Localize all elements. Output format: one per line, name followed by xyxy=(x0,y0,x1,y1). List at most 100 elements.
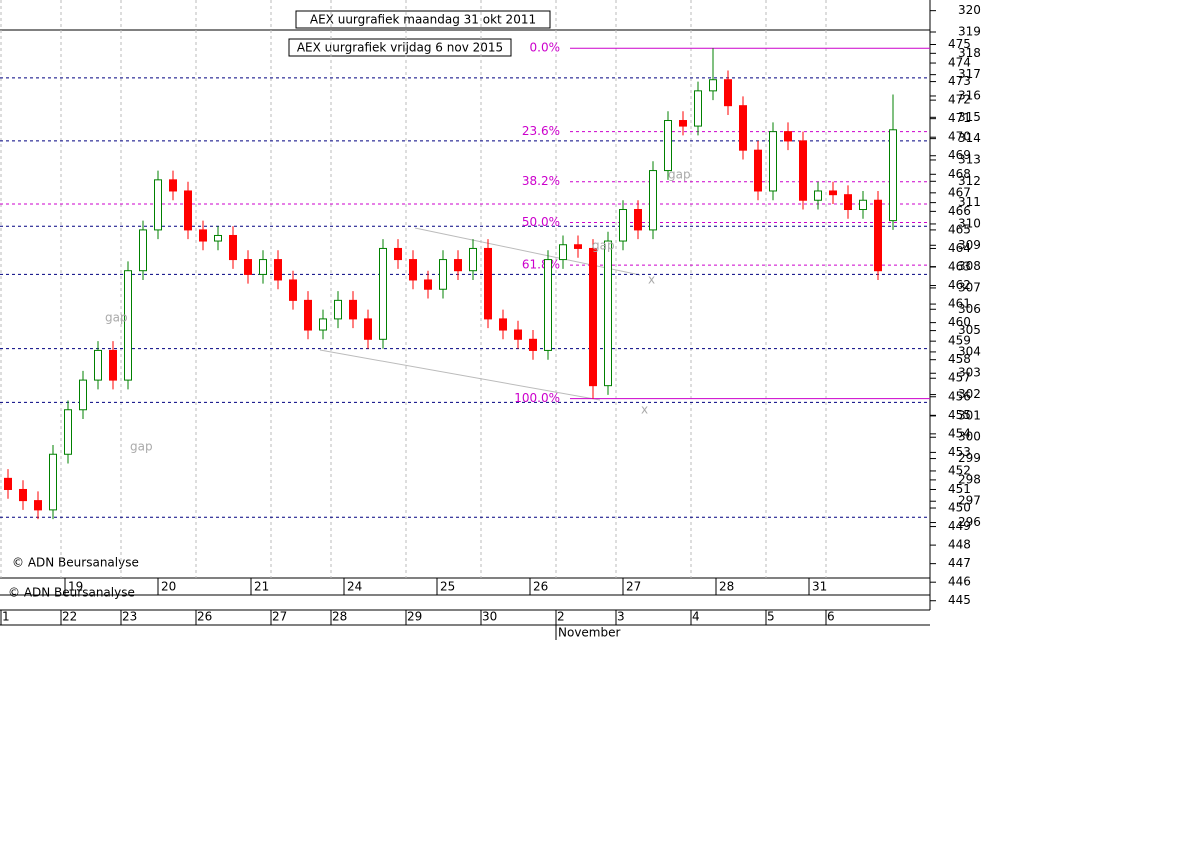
x-tick-label: 28 xyxy=(719,580,734,594)
candle-body xyxy=(229,234,237,261)
candle-body xyxy=(544,259,552,351)
y-tick-label: 474 xyxy=(948,56,971,70)
y-tick-label: 318 xyxy=(958,46,981,60)
candle-body xyxy=(724,79,732,107)
fib-label: 100.0% xyxy=(514,391,560,405)
candle-body xyxy=(574,244,582,249)
y-tick-label: 467 xyxy=(948,185,971,199)
x-tick-label: 5 xyxy=(767,610,775,624)
candle-body xyxy=(844,194,852,211)
y-tick-label: 308 xyxy=(958,259,981,273)
y-tick-label: 299 xyxy=(958,451,981,465)
y-tick-label: 457 xyxy=(948,371,971,385)
y-tick-label: 459 xyxy=(948,334,971,348)
footer: © ADN Beursanalyse xyxy=(12,556,139,570)
annotation: gap xyxy=(130,440,153,454)
candle-body xyxy=(514,329,522,340)
x-tick-label: 28 xyxy=(332,610,347,624)
x-group-label: November xyxy=(558,626,620,640)
y-tick-label: 301 xyxy=(958,408,981,422)
fib-label: 50.0% xyxy=(522,215,560,229)
candle-body xyxy=(424,279,432,290)
candle-body xyxy=(484,247,492,320)
y-tick-label: 304 xyxy=(958,344,981,358)
annotation: gap xyxy=(592,239,615,253)
y-tick-label: 311 xyxy=(958,195,981,209)
x-tick-label: 26 xyxy=(197,610,212,624)
footer: © ADN Beursanalyse xyxy=(8,586,135,600)
candle-body xyxy=(694,90,702,127)
annotation: gap xyxy=(668,168,691,182)
y-tick-label: 461 xyxy=(948,297,971,311)
x-tick-label: 30 xyxy=(482,610,497,624)
fib-label: 61.8% xyxy=(522,258,560,272)
candle-body xyxy=(4,477,12,490)
y-tick-label: 317 xyxy=(958,67,981,81)
candle-body xyxy=(874,199,882,272)
candle-body xyxy=(829,190,837,196)
candle-body xyxy=(559,244,567,261)
x-tick-label: 25 xyxy=(440,580,455,594)
y-tick-label: 447 xyxy=(948,556,971,570)
candle-body xyxy=(529,338,537,351)
y-tick-label: 320 xyxy=(958,3,981,17)
candle-body xyxy=(244,259,252,275)
trend-line xyxy=(319,349,601,401)
x-tick-label: 1 xyxy=(2,610,10,624)
y-tick-label: 302 xyxy=(958,387,981,401)
x-tick-label: 23 xyxy=(122,610,137,624)
title-box xyxy=(288,38,512,57)
candle-body xyxy=(409,259,417,281)
y-tick-label: 305 xyxy=(958,323,981,337)
x-tick-label: 6 xyxy=(827,610,835,624)
y-tick-label: 469 xyxy=(948,148,971,162)
y-tick-label: 310 xyxy=(958,216,981,230)
candle-body xyxy=(814,190,822,201)
x-tick-label: 3 xyxy=(617,610,625,624)
candle-body xyxy=(304,299,312,331)
y-tick-label: 473 xyxy=(948,74,971,88)
candle-body xyxy=(799,140,807,201)
y-tick-label: 468 xyxy=(948,167,971,181)
candle-body xyxy=(139,229,147,272)
candle-body xyxy=(199,229,207,242)
x-tick-label: 19 xyxy=(68,580,83,594)
y-tick-label: 445 xyxy=(948,593,971,607)
y-tick-label: 470 xyxy=(948,130,971,144)
x-tick-label: 4 xyxy=(692,610,700,624)
x-tick-label: 26 xyxy=(533,580,548,594)
x-tick-label: 27 xyxy=(626,580,641,594)
x-tick-label: 20 xyxy=(161,580,176,594)
candle-body xyxy=(184,190,192,231)
y-tick-label: 314 xyxy=(958,131,981,145)
candle-body xyxy=(169,179,177,192)
candle-body xyxy=(364,318,372,340)
y-tick-label: 313 xyxy=(958,152,981,166)
y-tick-label: 453 xyxy=(948,445,971,459)
candle-body xyxy=(664,120,672,172)
candle-body xyxy=(754,149,762,192)
candle-body xyxy=(439,259,447,290)
y-tick-label: 450 xyxy=(948,501,971,515)
candle-body xyxy=(499,318,507,331)
x-tick-label: 24 xyxy=(347,580,362,594)
y-tick-label: 464 xyxy=(948,241,971,255)
candle-body xyxy=(739,105,747,151)
candle-body xyxy=(859,199,867,211)
y-tick-label: 471 xyxy=(948,111,971,125)
candle-body xyxy=(889,129,897,222)
trend-line xyxy=(414,227,641,276)
x-tick-label: 31 xyxy=(812,580,827,594)
y-tick-label: 448 xyxy=(948,538,971,552)
candle-body xyxy=(634,209,642,231)
y-tick-label: 458 xyxy=(948,352,971,366)
y-tick-label: 316 xyxy=(958,88,981,102)
candle-body xyxy=(784,131,792,142)
y-tick-label: 300 xyxy=(958,430,981,444)
fib-label: 38.2% xyxy=(522,174,560,188)
annotation: x xyxy=(641,403,648,417)
annotation: x xyxy=(648,273,655,287)
